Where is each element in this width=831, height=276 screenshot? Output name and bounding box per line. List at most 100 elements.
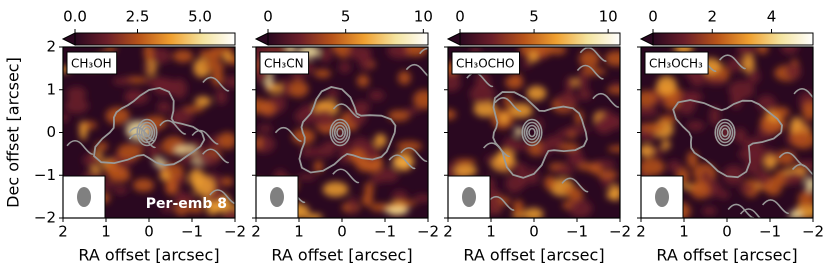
label-box (644, 51, 709, 75)
emission-blob (738, 184, 754, 193)
x-tick-label: −2 (802, 223, 824, 241)
x-axis-label: RA offset [arcsec] (463, 246, 604, 265)
label-box (66, 51, 118, 75)
emission-blob (224, 76, 235, 89)
colorbar-extend (639, 32, 654, 46)
emission-blob (364, 182, 374, 197)
emission-blob (221, 176, 234, 187)
y-tick-label: 2 (46, 38, 56, 56)
colorbar (267, 32, 429, 46)
emission-blob (370, 203, 391, 212)
emission-blob (193, 58, 211, 78)
emission-blob (611, 81, 620, 89)
emission-blob (125, 89, 141, 102)
emission-blob (498, 112, 509, 125)
emission-blob (805, 176, 813, 192)
emission-blob (364, 143, 380, 162)
emission-blob (709, 106, 721, 126)
emission-blob (565, 76, 574, 97)
emission-blob (528, 50, 538, 63)
contour (718, 54, 747, 70)
emission-blob (397, 70, 411, 85)
emission-blob (783, 171, 805, 185)
colorbar-extend (446, 32, 461, 46)
emission-blob (300, 146, 317, 158)
emission-blob (338, 61, 351, 73)
beam (270, 187, 284, 207)
contour (298, 86, 397, 174)
annotation: Per-emb 8 (146, 196, 227, 212)
contour (561, 177, 589, 193)
contour (332, 103, 361, 119)
colorbar-tick-label: 0 (263, 8, 273, 26)
emission-blob (113, 186, 128, 195)
contour (718, 124, 732, 141)
x-tick-label: −1 (566, 223, 588, 241)
emission-blob (368, 90, 385, 101)
x-tick-label: 1 (294, 223, 304, 241)
emission-blob (577, 72, 589, 90)
emission-blob (566, 157, 588, 164)
emission-blob (568, 199, 593, 218)
x-tick-label: 1 (679, 223, 689, 241)
contour (274, 126, 303, 142)
x-tick-label: 0 (529, 223, 539, 241)
contour (716, 121, 734, 144)
colorbar-extend (61, 32, 76, 46)
emission-blob (413, 90, 428, 110)
contour (714, 118, 736, 147)
contour (521, 118, 543, 147)
contour (525, 124, 539, 141)
emission-blob (756, 169, 770, 187)
y-tick-label: 1 (46, 80, 56, 98)
x-axis-label: RA offset [arcsec] (78, 246, 219, 265)
emission-blob (319, 47, 332, 63)
emission-blob (156, 101, 171, 113)
beam (77, 187, 91, 207)
contour (209, 189, 235, 205)
emission-blob (606, 190, 618, 200)
emission-blob (475, 73, 491, 91)
emission-blob (785, 63, 801, 80)
emission-blob (284, 47, 297, 52)
x-tick-label: −2 (609, 223, 631, 241)
emission-blob (641, 144, 655, 158)
emission-blob (187, 204, 205, 214)
emission-blob (788, 210, 803, 218)
emission-blob (564, 126, 590, 134)
emission-blob (388, 110, 410, 122)
emission-blob (148, 142, 161, 162)
emission-blob (385, 207, 410, 215)
contour (336, 127, 344, 138)
contour (329, 118, 351, 147)
x-tick-label: 1 (486, 223, 496, 241)
emission-blob (132, 178, 155, 192)
contour (136, 118, 158, 147)
emission-blob (313, 109, 336, 128)
x-tick-label: 2 (58, 223, 68, 241)
emission-blob (686, 120, 705, 131)
contour (331, 121, 349, 144)
emission-blob (790, 130, 813, 149)
panel-label: CH₃OH (71, 57, 112, 71)
x-axis-label: RA offset [arcsec] (271, 246, 412, 265)
contour (66, 139, 94, 155)
emission-blob (798, 190, 813, 208)
emission-blob (117, 143, 143, 161)
emission-blob (523, 207, 544, 218)
emission-blob (348, 196, 358, 215)
y-axis-label: Dec offset [arcsec] (4, 57, 23, 208)
contour (400, 147, 428, 162)
emission-blob (331, 47, 342, 51)
emission-blob (112, 77, 133, 86)
x-tick-label: −1 (181, 223, 203, 241)
emission-blob (313, 160, 324, 173)
contour (128, 126, 156, 142)
colorbar-tick-label: 0 (648, 8, 658, 26)
emission-blob (256, 136, 263, 150)
contour (791, 163, 813, 176)
x-tick-label: 1 (101, 223, 111, 241)
emission-blob (505, 75, 524, 90)
contour (576, 64, 604, 80)
emission-blob (448, 109, 457, 120)
